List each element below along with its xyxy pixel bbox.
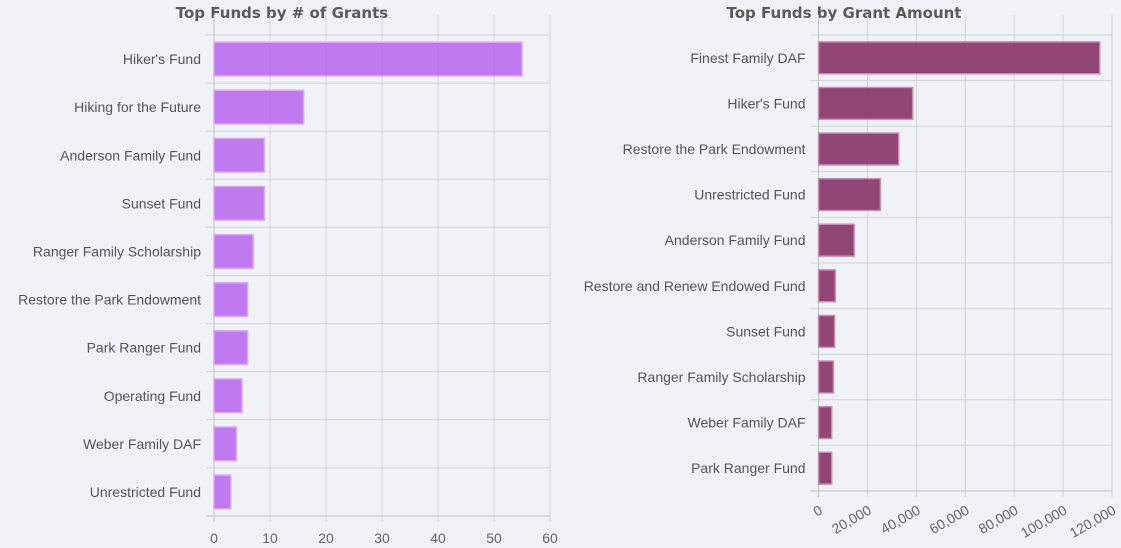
category-label: Restore the Park Endowment <box>18 292 201 308</box>
chart-title: Top Funds by # of Grants <box>176 4 389 22</box>
category-label: Unrestricted Fund <box>694 187 805 203</box>
x-tick-label: 100,000 <box>1018 502 1070 541</box>
category-label: Ranger Family Scholarship <box>33 243 201 259</box>
bar <box>817 223 855 257</box>
category-label: Weber Family DAF <box>83 436 201 452</box>
bar <box>817 451 833 485</box>
bar <box>213 330 249 366</box>
category-label: Hiking for the Future <box>74 99 201 115</box>
category-label: Park Ranger Fund <box>87 340 201 356</box>
bar <box>817 86 914 121</box>
x-tick-label: 120,000 <box>1067 502 1119 541</box>
chart-grant-amount: Top Funds by Grant Amount 0 20,000 40,000 6… <box>584 4 1119 541</box>
category-label: Restore the Park Endowment <box>623 141 806 157</box>
bar <box>817 132 900 166</box>
category-label: Park Ranger Fund <box>691 460 805 476</box>
category-label: Sunset Fund <box>122 195 201 211</box>
bar <box>213 41 523 77</box>
category-label: Anderson Family Fund <box>665 232 806 248</box>
x-tick-label: 0 <box>810 502 825 520</box>
x-tick-label: 40,000 <box>878 502 923 537</box>
x-tick-label: 30 <box>374 530 390 546</box>
category-label: Sunset Fund <box>726 323 805 339</box>
x-tick-label: 0 <box>210 530 218 546</box>
category-label: Hiker's Fund <box>123 51 201 67</box>
x-tick-label: 60 <box>542 530 558 546</box>
bar <box>817 314 836 349</box>
category-label: Anderson Family Fund <box>60 147 201 163</box>
category-label: Finest Family DAF <box>690 50 805 66</box>
bar <box>213 89 305 125</box>
bar <box>817 269 837 303</box>
bar <box>213 378 243 414</box>
bar <box>817 41 1101 75</box>
x-tick-label: 50 <box>486 530 502 546</box>
category-label: Restore and Renew Endowed Fund <box>584 278 806 294</box>
bar <box>817 177 882 212</box>
bar <box>817 360 835 394</box>
bar <box>213 281 249 318</box>
bar <box>213 137 266 173</box>
bar <box>213 474 232 510</box>
x-tick-label: 20,000 <box>829 502 874 537</box>
bar <box>213 185 266 221</box>
chart-title: Top Funds by Grant Amount <box>727 4 962 22</box>
chart-grants-count: Top Funds by # of Grants 0 10 20 30 40 50 60 Hi… <box>18 4 558 546</box>
x-tick-label: 40 <box>430 530 446 546</box>
bar <box>817 405 833 440</box>
x-tick-label: 80,000 <box>976 502 1021 537</box>
category-label: Unrestricted Fund <box>90 484 201 500</box>
category-label: Ranger Family Scholarship <box>637 369 805 385</box>
x-tick-label: 60,000 <box>927 502 972 537</box>
x-tick-label: 10 <box>262 530 278 546</box>
category-label: Hiker's Fund <box>727 95 805 111</box>
category-label: Operating Fund <box>104 388 201 404</box>
bar <box>213 426 238 462</box>
bar <box>213 233 254 270</box>
category-label: Weber Family DAF <box>688 415 806 431</box>
x-tick-label: 20 <box>318 530 334 546</box>
